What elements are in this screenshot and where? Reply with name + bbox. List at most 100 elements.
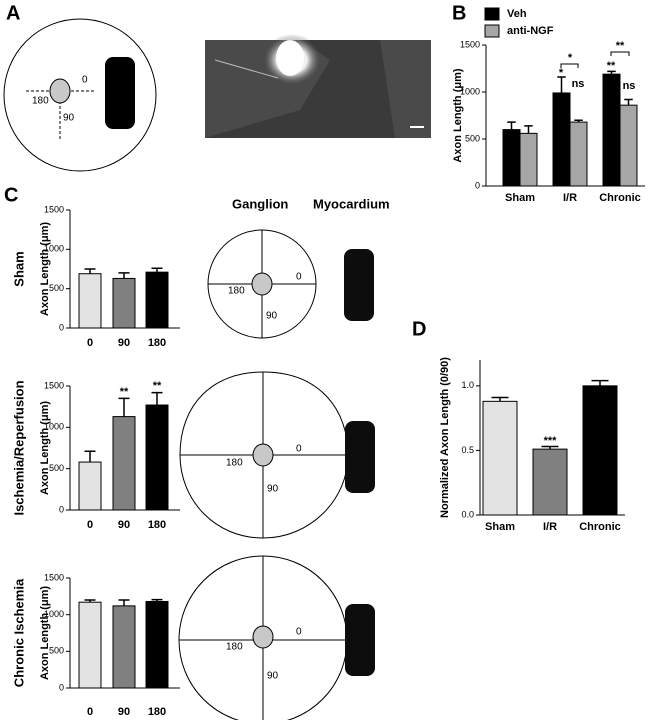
bar <box>112 277 136 329</box>
y-tick-label: 500 <box>465 133 480 143</box>
angle-label: 90 <box>267 671 279 682</box>
annotation: * <box>568 52 573 64</box>
error-bar <box>151 391 163 406</box>
x-tick-label: Sham <box>485 521 515 533</box>
diagram-sham: 0 90 180 <box>207 229 374 339</box>
error-bar <box>84 268 96 274</box>
bar <box>482 400 518 516</box>
bar <box>552 92 571 187</box>
micrograph <box>205 34 431 138</box>
bar <box>582 385 618 516</box>
legend-swatch <box>484 24 500 38</box>
angle-label: 180 <box>226 458 243 469</box>
y-tick-label: 0 <box>475 180 480 190</box>
bar <box>502 129 521 187</box>
diagram-a: 0 90 180 <box>3 18 157 172</box>
legend-swatch <box>484 7 500 21</box>
bar <box>145 600 169 689</box>
y-axis-label: Axon Length (μm) <box>452 68 464 162</box>
x-tick-label: 90 <box>118 706 130 718</box>
annotation: * <box>559 67 564 79</box>
error-bar <box>607 70 616 75</box>
annotation: ** <box>607 60 616 72</box>
annotation: ns <box>572 78 585 90</box>
column-header: Ganglion <box>232 196 288 211</box>
error-bar <box>491 396 509 402</box>
y-tick-label: 1000 <box>44 244 64 254</box>
x-tick-label: I/R <box>543 521 557 533</box>
x-tick-label: Chronic <box>599 192 641 204</box>
y-tick-label: 0.5 <box>461 445 474 455</box>
y-tick-label: 500 <box>49 283 64 293</box>
error-bar <box>624 98 633 106</box>
y-tick-label: 0 <box>59 504 64 514</box>
error-bar <box>118 599 130 606</box>
bar <box>532 448 568 516</box>
error-bar <box>118 272 130 279</box>
angle-label: 0 <box>296 272 302 283</box>
y-axis-label: Normalized Axon Length (0/90) <box>439 357 451 518</box>
error-bar <box>591 379 609 386</box>
row-label: Chronic Ischemia <box>11 578 26 687</box>
panel-letter: D <box>412 318 426 340</box>
annotation: ns <box>623 80 636 92</box>
error-bar <box>574 119 583 123</box>
angle-label: 180 <box>228 286 245 297</box>
panel-letter: B <box>452 2 466 24</box>
y-tick-label: 1500 <box>460 39 480 49</box>
x-tick-label: 90 <box>118 337 130 349</box>
y-tick-label: 1500 <box>44 204 64 214</box>
bar <box>112 416 136 511</box>
angle-label: 0 <box>82 75 88 86</box>
angle-label: 0 <box>296 627 302 638</box>
bar <box>602 73 621 187</box>
error-bar <box>524 125 533 134</box>
y-axis-label: Axon Length (μm) <box>39 401 51 495</box>
error-bar <box>118 397 130 417</box>
legend-label: Veh <box>507 8 527 20</box>
error-bar <box>151 598 163 602</box>
angle-label: 90 <box>267 484 279 495</box>
angle-label: 0 <box>296 444 302 455</box>
angle-label: 90 <box>63 113 75 124</box>
error-bar <box>151 267 163 273</box>
annotation: ** <box>120 386 129 398</box>
panel-letter: C <box>4 184 18 206</box>
x-tick-label: Chronic <box>579 521 621 533</box>
y-tick-label: 500 <box>49 646 64 656</box>
y-tick-label: 1000 <box>460 86 480 96</box>
error-bar <box>84 599 96 603</box>
legend-label: anti-NGF <box>507 25 554 37</box>
y-tick-label: 0.0 <box>461 509 474 519</box>
panel-letter: A <box>6 2 20 24</box>
diagram-ir: 0 90 180 <box>179 371 375 539</box>
diagram-chronic: 0 90 180 <box>178 555 375 720</box>
y-tick-label: 0 <box>59 682 64 692</box>
error-bar <box>557 76 566 93</box>
y-axis-label: Axon Length (μm) <box>39 222 51 316</box>
x-tick-label: 0 <box>87 337 93 349</box>
annotation: *** <box>544 435 558 447</box>
significance-bracket <box>560 63 579 68</box>
row-label: Ischemia/Reperfusion <box>11 380 26 515</box>
x-tick-label: 180 <box>148 706 166 718</box>
annotation: ** <box>153 380 162 392</box>
y-tick-label: 1.0 <box>461 380 474 390</box>
y-tick-label: 1500 <box>44 380 64 390</box>
x-tick-label: 180 <box>148 519 166 531</box>
x-tick-label: Sham <box>505 192 535 204</box>
error-bar <box>84 450 96 463</box>
bar <box>619 104 638 187</box>
bar <box>519 132 538 187</box>
annotation: ** <box>616 40 625 52</box>
y-tick-label: 1000 <box>44 609 64 619</box>
y-tick-label: 1500 <box>44 572 64 582</box>
angle-label: 180 <box>32 96 49 107</box>
significance-bracket <box>610 51 630 56</box>
bar <box>78 601 102 689</box>
angle-label: 180 <box>226 642 243 653</box>
bar <box>78 273 102 329</box>
x-tick-label: 180 <box>148 337 166 349</box>
bar <box>145 271 169 329</box>
